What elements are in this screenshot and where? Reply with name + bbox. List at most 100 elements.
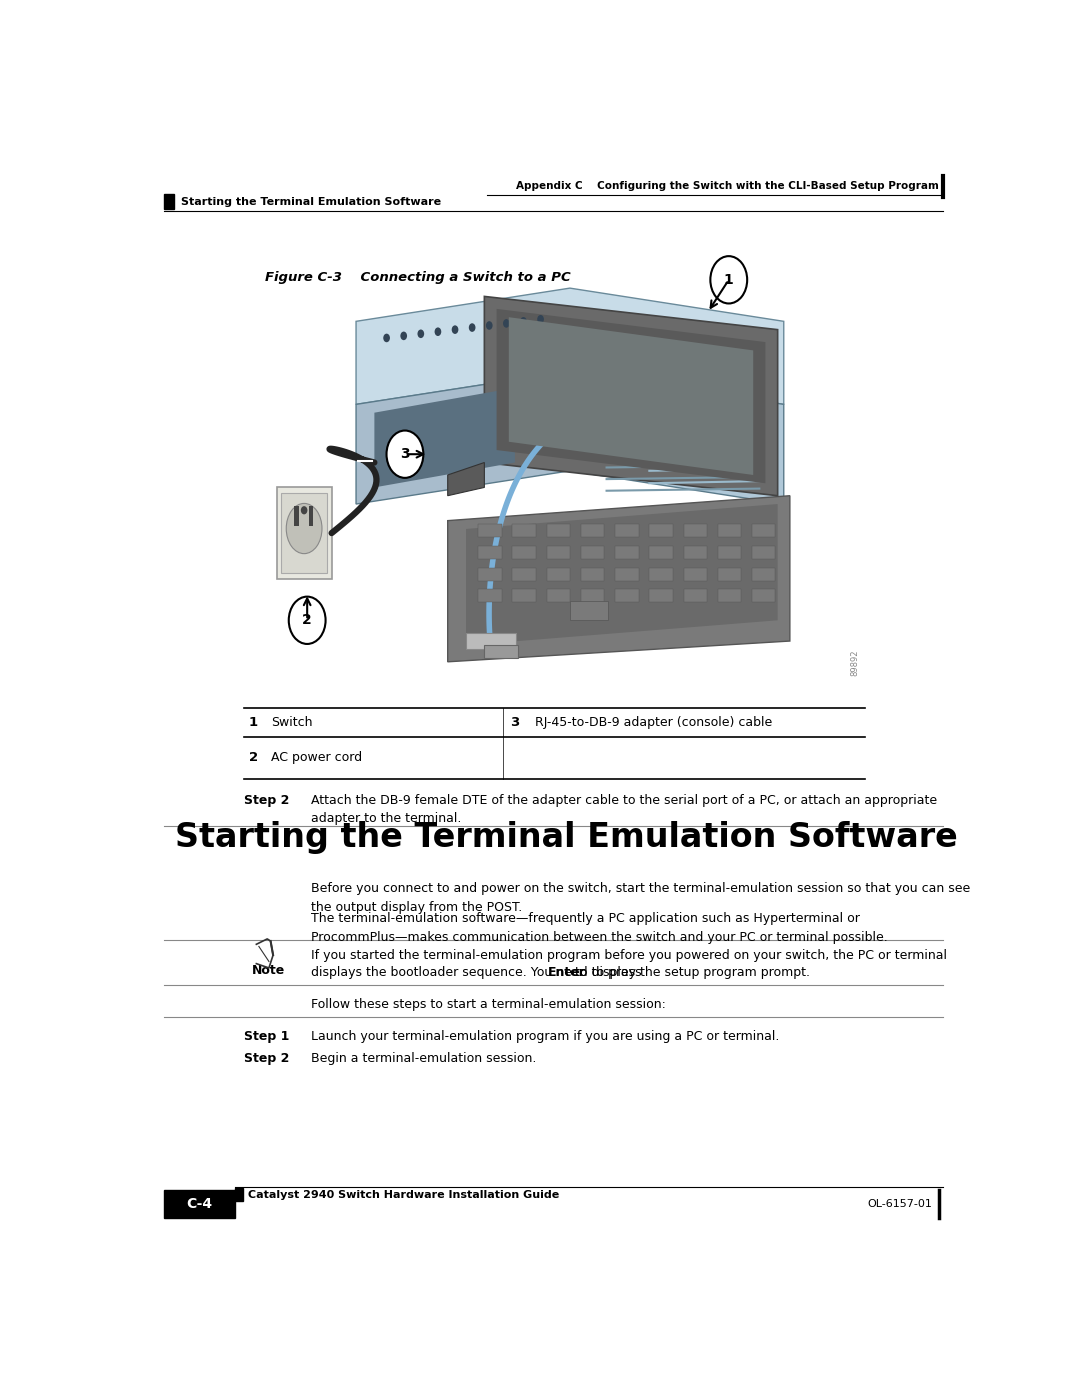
- Bar: [513, 546, 536, 559]
- Bar: [513, 524, 536, 538]
- Bar: [478, 590, 502, 602]
- Text: Launch your terminal-emulation program if you are using a PC or terminal.: Launch your terminal-emulation program i…: [311, 1031, 779, 1044]
- Text: 3: 3: [510, 715, 519, 729]
- Text: Catalyst 2940 Switch Hardware Installation Guide: Catalyst 2940 Switch Hardware Installati…: [248, 1190, 559, 1200]
- Bar: [718, 546, 741, 559]
- Bar: [478, 546, 502, 559]
- Bar: [684, 546, 707, 559]
- Bar: [164, 194, 174, 210]
- Circle shape: [387, 430, 423, 478]
- Bar: [546, 524, 570, 538]
- Bar: [570, 601, 608, 620]
- Text: Step 1: Step 1: [244, 1031, 289, 1044]
- Polygon shape: [448, 496, 789, 662]
- Bar: [718, 567, 741, 581]
- Bar: [752, 590, 775, 602]
- Text: C-4: C-4: [187, 1196, 213, 1211]
- Bar: [752, 524, 775, 538]
- Polygon shape: [509, 317, 753, 475]
- Bar: [752, 546, 775, 559]
- Bar: [649, 524, 673, 538]
- Text: to display the setup program prompt.: to display the setup program prompt.: [571, 965, 810, 979]
- Polygon shape: [375, 388, 515, 488]
- Bar: [616, 590, 638, 602]
- Bar: [467, 633, 516, 650]
- Text: Starting the Terminal Emulation Software: Starting the Terminal Emulation Software: [181, 197, 441, 207]
- Circle shape: [537, 314, 544, 324]
- Bar: [309, 506, 313, 525]
- Text: The terminal-emulation software—frequently a PC application such as Hypertermina: The terminal-emulation software—frequent…: [311, 912, 888, 944]
- Bar: [546, 590, 570, 602]
- Bar: [649, 546, 673, 559]
- Text: Note: Note: [253, 964, 285, 977]
- Bar: [649, 567, 673, 581]
- Bar: [684, 567, 707, 581]
- Bar: [581, 546, 605, 559]
- Circle shape: [451, 326, 458, 334]
- Bar: [276, 488, 332, 578]
- Polygon shape: [467, 504, 778, 645]
- Circle shape: [383, 334, 390, 342]
- Text: 3: 3: [400, 447, 409, 461]
- Text: OL-6157-01: OL-6157-01: [868, 1199, 933, 1208]
- Polygon shape: [448, 462, 484, 496]
- Bar: [684, 524, 707, 538]
- Text: Begin a terminal-emulation session.: Begin a terminal-emulation session.: [311, 1052, 536, 1065]
- Text: RJ-45-to-DB-9 adapter (console) cable: RJ-45-to-DB-9 adapter (console) cable: [535, 715, 772, 729]
- Bar: [684, 590, 707, 602]
- Bar: [718, 590, 741, 602]
- Text: Appendix C    Configuring the Switch with the CLI-Based Setup Program: Appendix C Configuring the Switch with t…: [515, 182, 939, 191]
- Bar: [649, 590, 673, 602]
- Bar: [616, 567, 638, 581]
- Bar: [752, 567, 775, 581]
- Circle shape: [418, 330, 424, 338]
- Bar: [581, 590, 605, 602]
- Polygon shape: [497, 309, 766, 483]
- Text: Enter: Enter: [548, 965, 585, 979]
- Text: 1: 1: [724, 272, 733, 286]
- Circle shape: [288, 597, 325, 644]
- Bar: [546, 546, 570, 559]
- Bar: [478, 567, 502, 581]
- Text: Starting the Terminal Emulation Software: Starting the Terminal Emulation Software: [175, 821, 958, 854]
- Circle shape: [434, 327, 442, 337]
- Circle shape: [401, 331, 407, 341]
- Text: 1: 1: [248, 715, 258, 729]
- Bar: [294, 506, 298, 525]
- Ellipse shape: [286, 503, 322, 553]
- Bar: [616, 524, 638, 538]
- Bar: [513, 590, 536, 602]
- Bar: [484, 645, 517, 658]
- Text: Figure C-3    Connecting a Switch to a PC: Figure C-3 Connecting a Switch to a PC: [265, 271, 570, 284]
- Text: Step 2: Step 2: [244, 1052, 289, 1065]
- Ellipse shape: [301, 506, 308, 514]
- Circle shape: [521, 317, 527, 326]
- Circle shape: [469, 323, 475, 332]
- Circle shape: [486, 321, 492, 330]
- Bar: [581, 567, 605, 581]
- Bar: [235, 1189, 243, 1201]
- Polygon shape: [570, 372, 784, 504]
- Polygon shape: [356, 372, 570, 504]
- Polygon shape: [484, 296, 778, 496]
- Text: If you started the terminal-emulation program before you powered on your switch,: If you started the terminal-emulation pr…: [311, 949, 947, 961]
- Text: AC power cord: AC power cord: [271, 752, 363, 764]
- Circle shape: [711, 256, 747, 303]
- Polygon shape: [356, 288, 784, 404]
- Text: Switch: Switch: [271, 715, 313, 729]
- Text: Step 2: Step 2: [244, 793, 289, 806]
- Bar: [616, 546, 638, 559]
- Bar: [164, 1190, 235, 1218]
- Text: 89892: 89892: [850, 650, 859, 676]
- Bar: [546, 567, 570, 581]
- Text: 2: 2: [248, 752, 258, 764]
- Text: Before you connect to and power on the switch, start the terminal-emulation sess: Before you connect to and power on the s…: [311, 882, 970, 914]
- Bar: [281, 493, 327, 573]
- Text: 2: 2: [302, 613, 312, 627]
- Bar: [718, 524, 741, 538]
- Bar: [513, 567, 536, 581]
- Text: displays the bootloader sequence. You need to press: displays the bootloader sequence. You ne…: [311, 965, 646, 979]
- Circle shape: [503, 319, 510, 328]
- Text: Follow these steps to start a terminal-emulation session:: Follow these steps to start a terminal-e…: [311, 997, 665, 1011]
- Text: Attach the DB-9 female DTE of the adapter cable to the serial port of a PC, or a: Attach the DB-9 female DTE of the adapte…: [311, 793, 936, 824]
